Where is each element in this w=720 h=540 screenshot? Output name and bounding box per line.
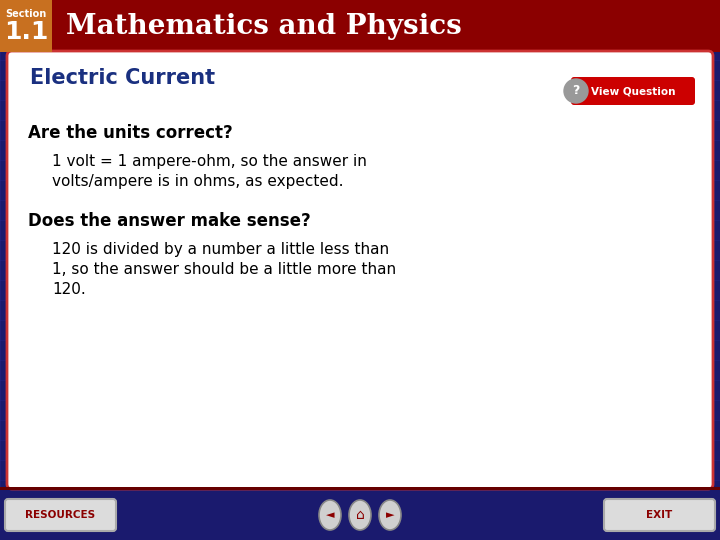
- Text: EXIT: EXIT: [646, 510, 672, 520]
- FancyBboxPatch shape: [604, 499, 715, 531]
- Text: Are the units correct?: Are the units correct?: [28, 124, 233, 142]
- Text: Mathematics and Physics: Mathematics and Physics: [66, 12, 462, 39]
- Circle shape: [564, 79, 588, 103]
- Ellipse shape: [319, 500, 341, 530]
- Text: ⌂: ⌂: [356, 508, 364, 522]
- Text: RESOURCES: RESOURCES: [25, 510, 95, 520]
- FancyBboxPatch shape: [571, 77, 695, 105]
- Text: 120 is divided by a number a little less than: 120 is divided by a number a little less…: [52, 242, 389, 257]
- Text: Does the answer make sense?: Does the answer make sense?: [28, 212, 311, 230]
- Text: Electric Current: Electric Current: [30, 68, 215, 88]
- Text: ?: ?: [572, 84, 580, 98]
- Bar: [0, 487, 720, 490]
- Text: 120.: 120.: [52, 282, 86, 297]
- Ellipse shape: [379, 500, 401, 530]
- Bar: [0, 0, 720, 52]
- Text: volts/ampere is in ohms, as expected.: volts/ampere is in ohms, as expected.: [52, 174, 343, 189]
- Bar: [0, 0, 52, 52]
- Text: Section: Section: [5, 9, 47, 19]
- Ellipse shape: [349, 500, 371, 530]
- Text: ◄: ◄: [325, 510, 334, 520]
- Text: 1, so the answer should be a little more than: 1, so the answer should be a little more…: [52, 262, 396, 277]
- FancyBboxPatch shape: [5, 499, 116, 531]
- Bar: [0, 490, 720, 540]
- FancyBboxPatch shape: [7, 51, 713, 489]
- Text: 1.1: 1.1: [4, 20, 48, 44]
- Text: 1 volt = 1 ampere-ohm, so the answer in: 1 volt = 1 ampere-ohm, so the answer in: [52, 154, 367, 169]
- Text: View Question: View Question: [590, 86, 675, 96]
- Text: ►: ►: [386, 510, 395, 520]
